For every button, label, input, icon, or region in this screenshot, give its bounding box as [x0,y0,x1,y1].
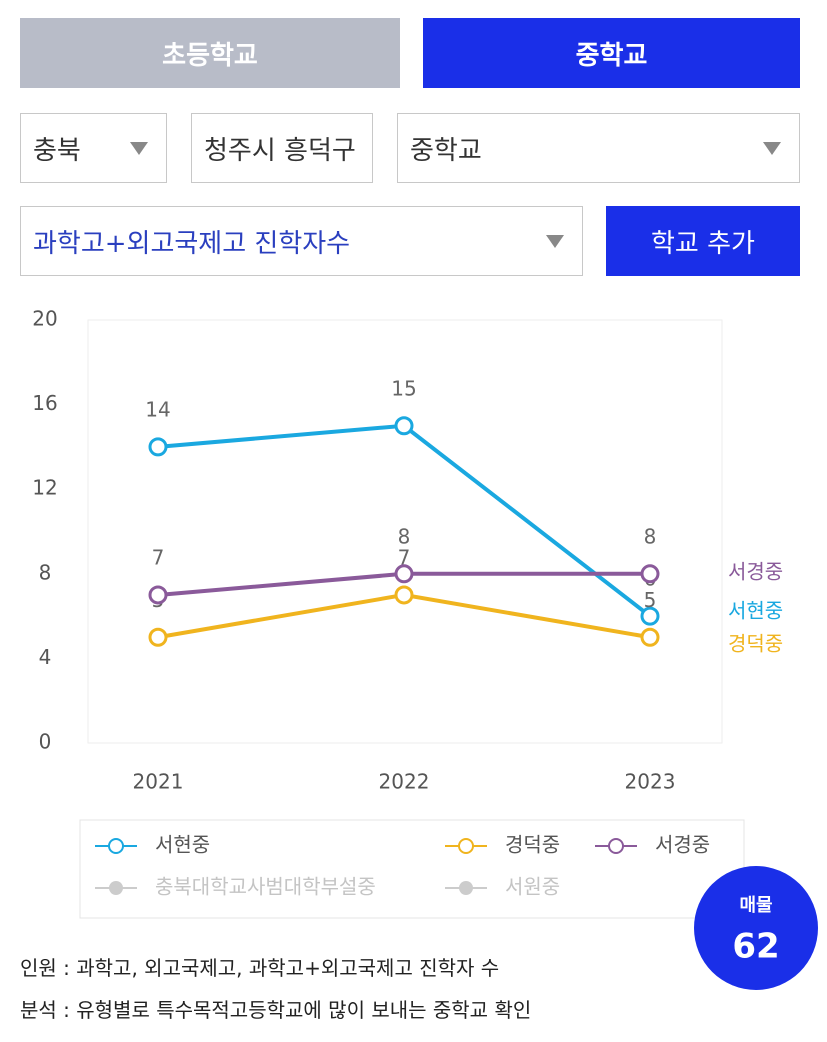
x-tick-label: 2021 [133,770,184,794]
value-label: 8 [398,524,411,548]
value-label: 5 [644,588,657,612]
y-tick-label: 4 [39,645,52,669]
add-button[interactable]: 학교 추가 [606,206,800,276]
district-select[interactable]: 청주시 흥덕구 [191,113,373,183]
select-text: 충북 [33,135,81,166]
select-text: 중학교 [410,135,482,166]
y-tick-label: 16 [32,391,57,415]
select-text: 과학고+외고국제고 진학자수 [33,228,351,259]
legend-label-hidden: 서원중 [505,875,560,899]
value-label: 7 [152,545,165,569]
point [148,585,168,605]
select-text: 청주시 흥덕구 [204,135,356,166]
level-select[interactable]: 중학교 [397,113,800,183]
plot-area [87,319,723,744]
x-tick-label: 2023 [625,770,676,794]
value-label: 7 [398,545,411,569]
legend-label: 서현중 [155,833,210,857]
tab[interactable]: 초등학교 [20,18,400,88]
region-select[interactable]: 충북 [20,113,167,183]
badge-label: 매물 [739,895,772,916]
x-tick-label: 2022 [379,770,430,794]
arrow [763,142,781,155]
y-tick-label: 12 [32,476,57,500]
arrow [130,142,148,155]
point [640,606,660,626]
point [394,585,414,605]
arrow [546,235,564,248]
legend-marker [108,838,124,854]
note: 인원 : 과학고, 외고국제고, 과학고+외고국제고 진학자 수 [20,956,500,980]
value-label: 14 [145,397,170,421]
series-end-label: 경덕중 [728,632,783,656]
legend-label: 경덕중 [505,833,560,857]
y-tick-label: 20 [32,307,57,331]
badge-value: 62 [732,927,779,967]
y-tick-label: 0 [39,730,52,754]
metric-select[interactable]: 과학고+외고국제고 진학자수 [20,206,583,276]
legend-label-hidden: 충북대학교사범대학부설중 [155,875,376,899]
point [148,627,168,647]
value-label: 8 [644,524,657,548]
legend-marker [458,838,474,854]
series-end-label: 서현중 [728,599,783,623]
point [640,564,660,584]
point [394,564,414,584]
point [394,416,414,436]
legend-marker [109,881,123,895]
y-tick-label: 8 [39,560,52,584]
badge [694,866,818,990]
legend-marker [608,838,624,854]
point [640,627,660,647]
point [148,437,168,457]
legend-marker [459,881,473,895]
series-end-label: 서경중 [728,560,783,584]
note: 분석 : 유형별로 특수목적고등학교에 많이 보내는 중학교 확인 [20,998,532,1022]
value-label: 15 [391,376,416,400]
tab-active[interactable]: 중학교 [423,18,800,88]
legend-label: 서경중 [655,833,710,857]
